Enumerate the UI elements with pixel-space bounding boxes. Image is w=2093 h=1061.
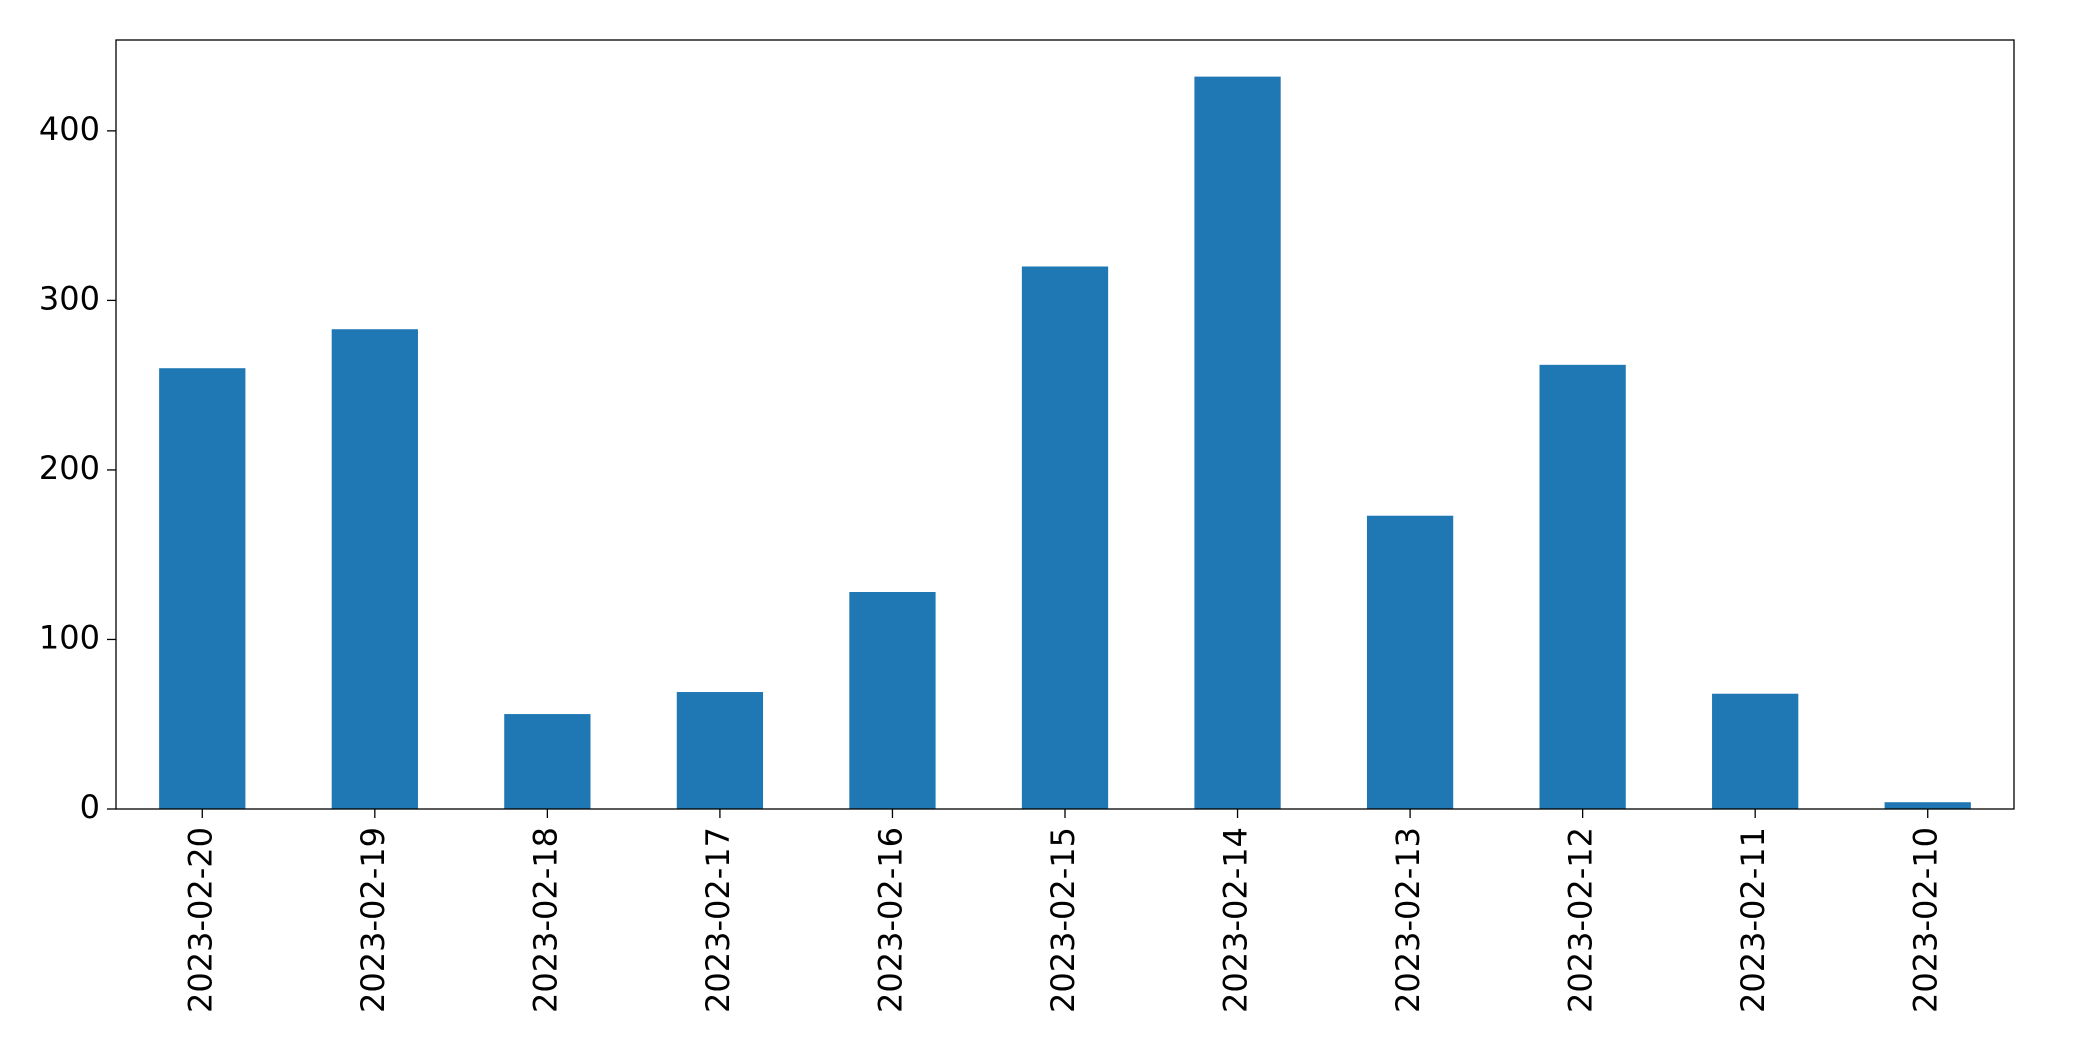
x-tick-label: 2023-02-20 xyxy=(181,827,219,1013)
bar xyxy=(1021,266,1109,809)
x-tick-label: 2023-02-13 xyxy=(1389,827,1427,1013)
bar xyxy=(1539,364,1626,809)
x-tick-label: 2023-02-18 xyxy=(526,827,564,1013)
bar xyxy=(504,714,591,809)
bar xyxy=(1194,76,1281,810)
x-tick-label: 2023-02-17 xyxy=(699,827,737,1013)
plot-frame xyxy=(115,39,2015,810)
bar xyxy=(1884,802,1971,809)
x-tick-label: 2023-02-11 xyxy=(1734,827,1772,1013)
bar xyxy=(1366,515,1454,809)
bar xyxy=(159,368,246,809)
bar xyxy=(1712,693,1799,809)
x-tick-label: 2023-02-19 xyxy=(354,827,392,1013)
x-tick-label: 2023-02-10 xyxy=(1907,827,1945,1013)
x-tick-label: 2023-02-15 xyxy=(1044,827,1082,1013)
y-tick-label: 100 xyxy=(39,618,100,656)
y-tick-label: 200 xyxy=(39,449,100,487)
x-tick-label: 2023-02-14 xyxy=(1217,827,1255,1013)
y-tick-label: 400 xyxy=(39,110,100,148)
bar xyxy=(676,692,764,809)
y-tick-label: 0 xyxy=(80,788,100,826)
x-tick-label: 2023-02-16 xyxy=(871,827,909,1013)
x-tick-label: 2023-02-12 xyxy=(1562,827,1600,1013)
bar xyxy=(849,591,936,809)
bar xyxy=(331,329,418,809)
y-tick-label: 300 xyxy=(39,279,100,317)
